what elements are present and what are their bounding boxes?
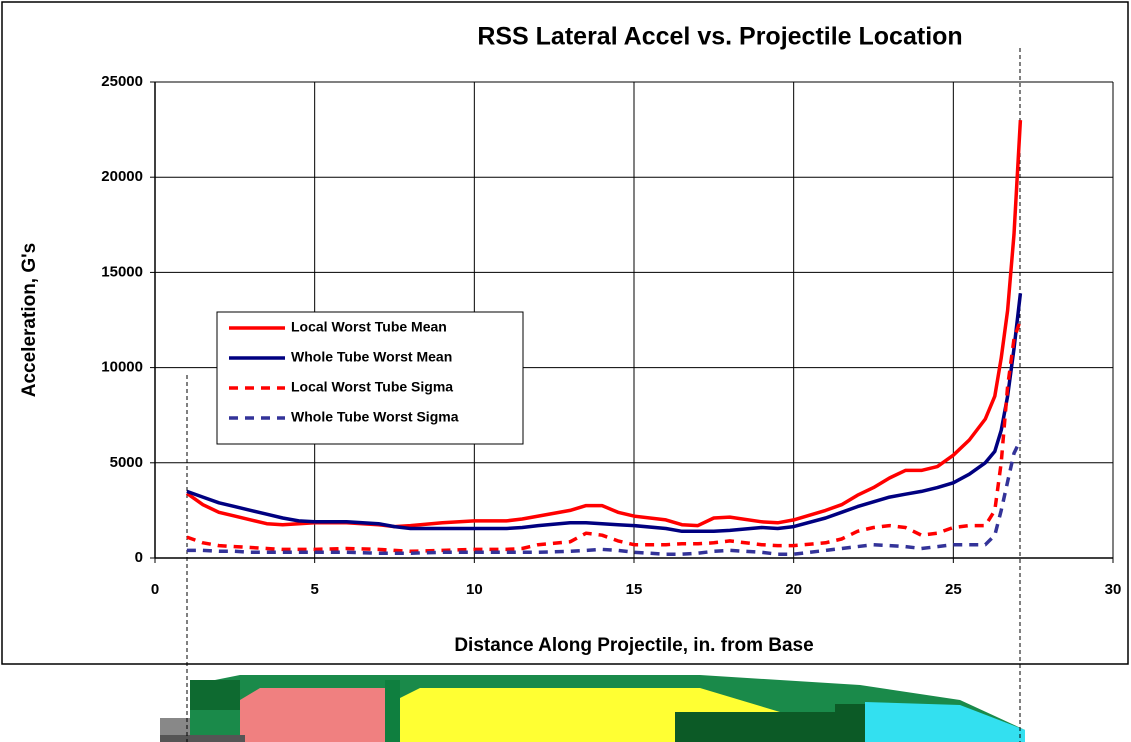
legend-label: Local Worst Tube Sigma [291,379,453,395]
y-tick-label: 20000 [101,168,143,185]
x-tick-label: 25 [945,581,962,598]
legend-box [216,311,524,445]
legend-label: Whole Tube Worst Mean [291,349,452,365]
chart-title: RSS Lateral Accel vs. Projectile Locatio… [477,23,962,51]
x-tick-label: 30 [1105,581,1122,598]
legend-label: Whole Tube Worst Sigma [291,409,459,425]
x-tick-label: 0 [151,581,159,598]
chart-frame [1,1,1129,665]
series-line [186,293,1023,534]
x-tick-label: 15 [626,581,643,598]
y-axis-label: Acceleration, G's [19,243,40,397]
projectile-drawing [160,675,1025,742]
legend: Local Worst Tube Mean Whole Tube Worst Me… [216,311,524,445]
y-tick-label: 0 [135,549,143,566]
x-axis-label: Distance Along Projectile, in. from Base [454,635,813,656]
series-line [186,319,1023,554]
legend-label: Local Worst Tube Mean [291,319,447,335]
y-tick-label: 15000 [101,263,143,280]
x-tick-label: 20 [785,581,802,598]
y-tick-label: 10000 [101,359,143,376]
x-tick-label: 5 [310,581,318,598]
y-tick-label: 25000 [101,73,143,90]
series-line [186,439,1022,556]
x-tick-label: 10 [466,581,483,598]
y-tick-label: 5000 [110,454,143,471]
